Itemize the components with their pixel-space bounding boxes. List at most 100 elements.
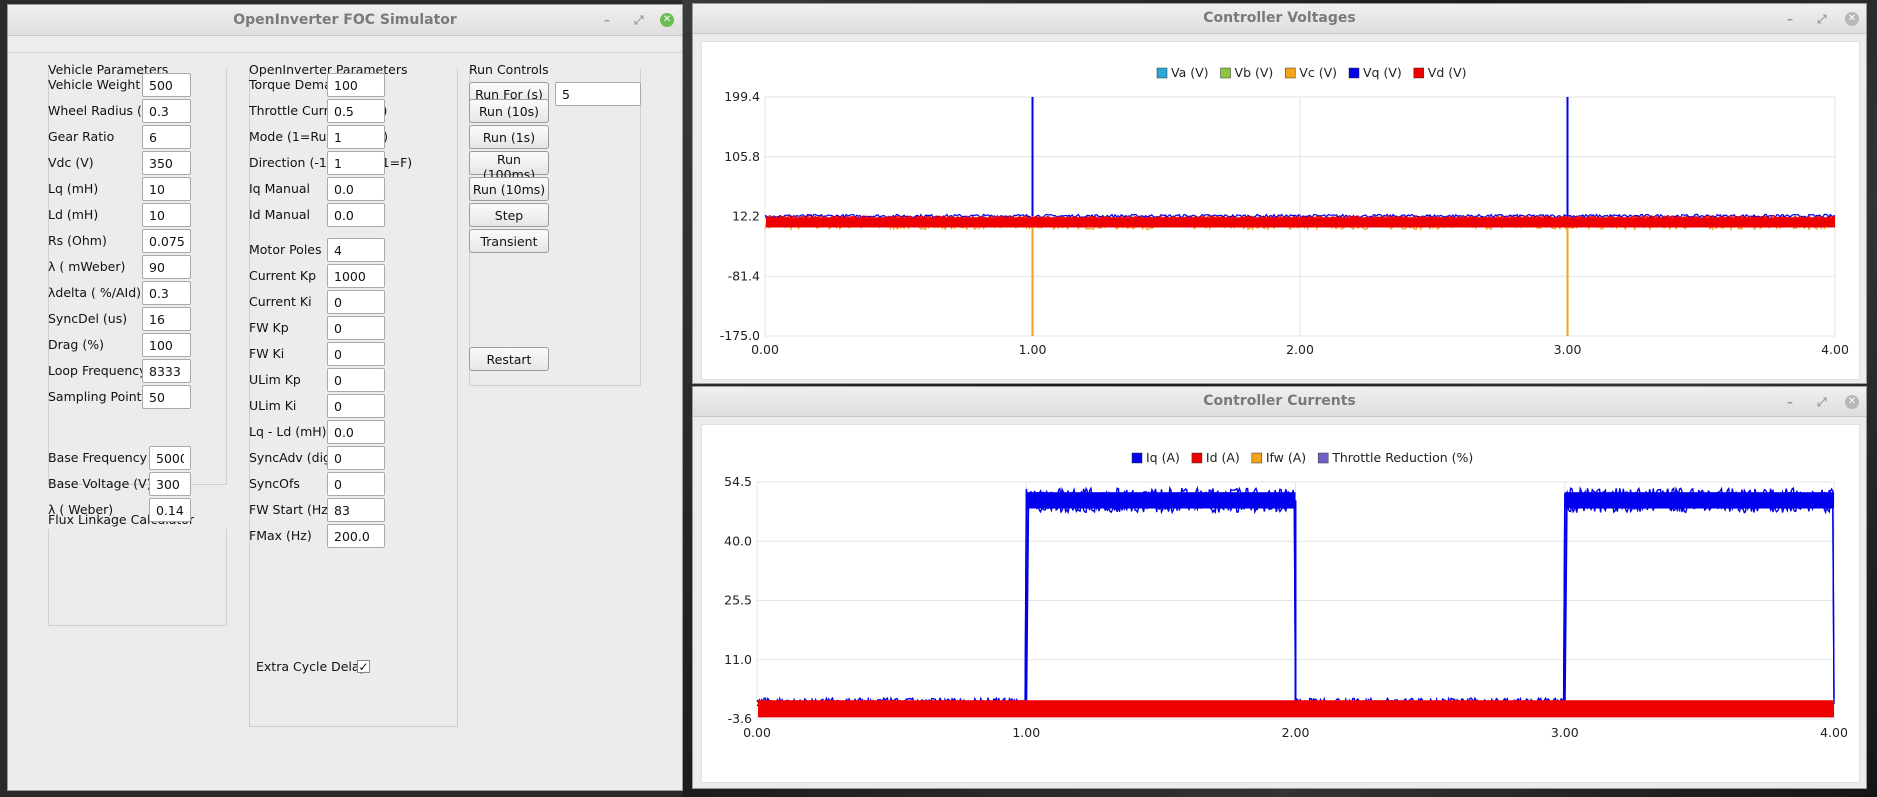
run-for-input[interactable] bbox=[555, 82, 641, 106]
vdc-v-label: Vdc (V) bbox=[48, 155, 94, 170]
syncdel-us-input[interactable] bbox=[142, 307, 191, 331]
gear-ratio-input[interactable] bbox=[142, 125, 191, 149]
loop-frequency-hz-input[interactable] bbox=[142, 359, 191, 383]
base-voltage-v-input[interactable] bbox=[149, 472, 191, 496]
wheel-radius-m-label: Wheel Radius (m) bbox=[48, 103, 159, 118]
maximize-icon[interactable]: ⤢ bbox=[1817, 12, 1827, 26]
run-10ms-button[interactable]: Run (10ms) bbox=[469, 177, 549, 201]
step-button[interactable]: Step bbox=[469, 203, 549, 227]
extra-cycle-delay-checkbox[interactable]: ✓ bbox=[357, 660, 370, 674]
motor-poles-label: Motor Poles bbox=[249, 242, 322, 257]
restart-button[interactable]: Restart bbox=[469, 347, 549, 371]
legend-entry[interactable]: Ifw (A) bbox=[1251, 450, 1306, 465]
fw-ki-label: FW Ki bbox=[249, 346, 285, 361]
close-icon[interactable]: ✕ bbox=[660, 13, 674, 27]
fw-kp-input[interactable] bbox=[327, 316, 385, 340]
id-manual-label: Id Manual bbox=[249, 207, 311, 222]
base-frequency-rpm-input[interactable] bbox=[149, 446, 191, 470]
minimize-icon[interactable]: – bbox=[1787, 12, 1793, 26]
currents-chart: 0.00 1.00 2.00 3.00 4.00 54.5 40.0 25.5 11.0 -3.6… bbox=[701, 424, 1860, 783]
legend-label: Iq (A) bbox=[1146, 450, 1180, 465]
simulator-titlebar[interactable]: OpenInverter FOC Simulator – ⤢ ✕ bbox=[8, 5, 682, 36]
lq-mh-input[interactable] bbox=[142, 177, 191, 201]
direction-1-r-0-n-1-f-input[interactable] bbox=[327, 151, 385, 175]
x-tick-label: 4.00 bbox=[1821, 342, 1849, 357]
minimize-icon[interactable]: – bbox=[604, 13, 610, 27]
fw-start-hz-label: FW Start (Hz) bbox=[249, 502, 333, 517]
x-tick-label: 2.00 bbox=[1286, 342, 1314, 357]
ld-mh-input[interactable] bbox=[142, 203, 191, 227]
ulim-kp-input[interactable] bbox=[327, 368, 385, 392]
vdc-v-input[interactable] bbox=[142, 151, 191, 175]
voltages-titlebar[interactable]: Controller Voltages – ⤢ ✕ bbox=[693, 4, 1866, 34]
legend-entry[interactable]: Iq (A) bbox=[1131, 450, 1180, 465]
throttle-current-a-input[interactable] bbox=[327, 99, 385, 123]
transient-button[interactable]: Transient bbox=[469, 229, 549, 253]
x-tick-label: 0.00 bbox=[743, 725, 771, 740]
legend-entry[interactable]: Vc (V) bbox=[1285, 65, 1337, 80]
wheel-radius-m-input[interactable] bbox=[142, 99, 191, 123]
fw-ki-input[interactable] bbox=[327, 342, 385, 366]
legend-entry[interactable]: Id (A) bbox=[1191, 450, 1240, 465]
ld-mh-label: Ld (mH) bbox=[48, 207, 99, 222]
current-ki-input[interactable] bbox=[327, 290, 385, 314]
vehicle-weight-kg-input[interactable] bbox=[142, 73, 191, 97]
vehicle-weight-kg-label: Vehicle Weight (kg) bbox=[48, 77, 170, 92]
maximize-icon[interactable]: ⤢ bbox=[634, 13, 644, 27]
maximize-icon[interactable]: ⤢ bbox=[1817, 395, 1827, 409]
rs-ohm-input[interactable] bbox=[142, 229, 191, 253]
menu-bar bbox=[8, 36, 682, 53]
lq-ld-mh-input[interactable] bbox=[327, 420, 385, 444]
delta-aid-input[interactable] bbox=[142, 281, 191, 305]
x-tick-label: 1.00 bbox=[1012, 725, 1040, 740]
currents-window-title: Controller Currents bbox=[1203, 393, 1356, 409]
fmax-hz-input[interactable] bbox=[327, 524, 385, 548]
legend-entry[interactable]: Va (V) bbox=[1156, 65, 1209, 80]
run-10s-button[interactable]: Run (10s) bbox=[469, 99, 549, 123]
x-tick-label: 4.00 bbox=[1820, 725, 1848, 740]
delta-aid-label: λdelta ( %/AId) bbox=[48, 285, 142, 300]
sampling-point-input[interactable] bbox=[142, 385, 191, 409]
legend-swatch bbox=[1285, 67, 1296, 79]
extra-cycle-delay-label: Extra Cycle Delay bbox=[256, 659, 367, 674]
run-1s-button[interactable]: Run (1s) bbox=[469, 125, 549, 149]
sampling-point-label: Sampling Point (%) bbox=[48, 389, 168, 404]
iq-manual-input[interactable] bbox=[327, 177, 385, 201]
mode-1-run-2-man-input[interactable] bbox=[327, 125, 385, 149]
legend-entry[interactable]: Throttle Reduction (%) bbox=[1317, 450, 1473, 465]
legend-entry[interactable]: Vb (V) bbox=[1220, 65, 1274, 80]
syncadv-dig-hz-input[interactable] bbox=[327, 446, 385, 470]
x-tick-label: 0.00 bbox=[751, 342, 779, 357]
ulim-ki-input[interactable] bbox=[327, 394, 385, 418]
iq-high-band bbox=[1564, 492, 1834, 509]
x-tick-label: 1.00 bbox=[1019, 342, 1047, 357]
vq-series bbox=[764, 213, 1836, 219]
id-manual-input[interactable] bbox=[327, 203, 385, 227]
run-100ms-button[interactable]: Run (100ms) bbox=[469, 151, 549, 182]
rs-ohm-label: Rs (Ohm) bbox=[48, 233, 107, 248]
current-kp-input[interactable] bbox=[327, 264, 385, 288]
lq-mh-label: Lq (mH) bbox=[48, 181, 99, 196]
mweber-input[interactable] bbox=[142, 255, 191, 279]
torque-demand-input[interactable] bbox=[327, 73, 385, 97]
current-kp-label: Current Kp bbox=[249, 268, 317, 283]
legend-swatch bbox=[1413, 67, 1425, 79]
legend-entry[interactable]: Vq (V) bbox=[1348, 65, 1402, 80]
fw-kp-label: FW Kp bbox=[249, 320, 289, 335]
legend-swatch bbox=[1131, 452, 1143, 464]
legend-label: Vc (V) bbox=[1299, 65, 1337, 80]
fw-start-hz-input[interactable] bbox=[327, 498, 385, 522]
motor-poles-input[interactable] bbox=[327, 238, 385, 262]
drag-input[interactable] bbox=[142, 333, 191, 357]
syncofs-input[interactable] bbox=[327, 472, 385, 496]
close-icon[interactable]: ✕ bbox=[1845, 12, 1859, 26]
currents-titlebar[interactable]: Controller Currents – ⤢ ✕ bbox=[693, 387, 1866, 417]
weber-input[interactable] bbox=[149, 498, 191, 522]
window-title: OpenInverter FOC Simulator bbox=[233, 12, 457, 28]
voltages-chart-svg: 0.00 1.00 2.00 3.00 4.00 199.4 105.8 12.2 -81.4 -… bbox=[720, 65, 1849, 357]
minimize-icon[interactable]: – bbox=[1787, 395, 1793, 409]
run-controls-group bbox=[469, 69, 641, 386]
vehicle-parameters-group bbox=[48, 69, 227, 485]
legend-entry[interactable]: Vd (V) bbox=[1413, 65, 1467, 80]
close-icon[interactable]: ✕ bbox=[1845, 395, 1859, 409]
